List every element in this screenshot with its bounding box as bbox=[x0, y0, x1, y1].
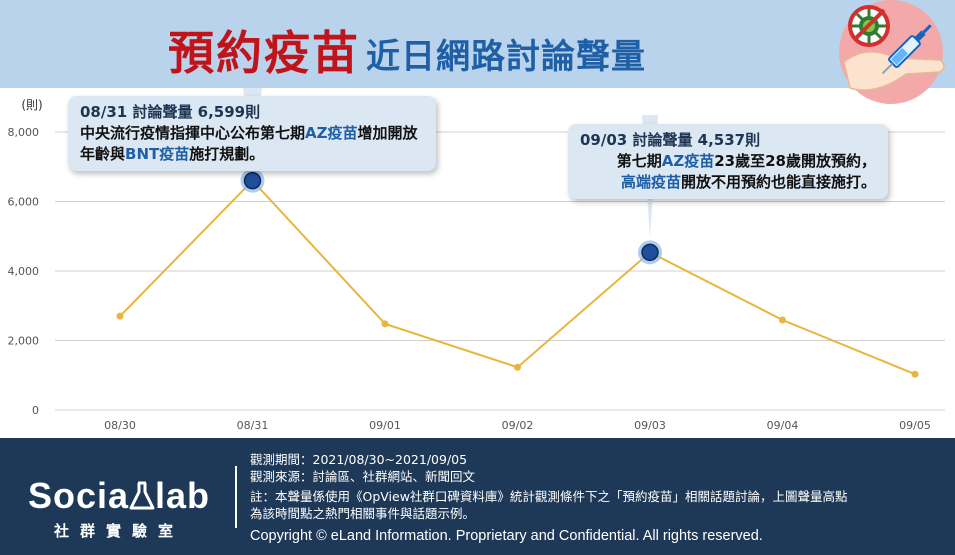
data-point bbox=[514, 363, 521, 371]
footer-divider bbox=[235, 466, 237, 528]
callout-0831-head: 08/31 討論聲量 6,599則 bbox=[80, 103, 261, 121]
brand-name-2: lab bbox=[155, 475, 211, 516]
callout-0831-text-4: BNT疫苗 bbox=[125, 145, 190, 163]
data-point bbox=[911, 370, 919, 378]
copyright: Copyright © eLand Information. Proprieta… bbox=[250, 528, 763, 544]
footer: Socia lab 社群實驗室 觀測期間：2021/08/30~2021/09/0… bbox=[0, 438, 955, 555]
highlight-point bbox=[243, 171, 262, 190]
callout-0903: 09/03 討論聲量 4,537則 第七期AZ疫苗23歲至28歲開放預約， 高端… bbox=[568, 124, 888, 199]
callout-0903-head: 09/03 討論聲量 4,537則 bbox=[580, 131, 761, 149]
observation-period: 觀測期間：2021/08/30~2021/09/05 bbox=[250, 452, 468, 467]
header-banner: 預約疫苗 近日網路討論聲量 bbox=[0, 0, 955, 88]
x-tick-label: 09/04 bbox=[767, 419, 799, 432]
footer-note-2: 為該時間點之熱門相關事件與話題示例。 bbox=[250, 505, 476, 521]
series-line bbox=[119, 179, 916, 376]
x-tick-label: 08/31 bbox=[237, 419, 269, 432]
callout-0903-text-2: AZ疫苗 bbox=[661, 152, 715, 170]
y-tick-label: 4,000 bbox=[8, 265, 40, 278]
callout-0831: 08/31 討論聲量 6,599則 中央流行疫情指揮中心公布第七期AZ疫苗增加開… bbox=[68, 96, 436, 171]
y-tick-label: 2,000 bbox=[8, 335, 40, 348]
callout-0831-text-3: 增加開放年齡與 bbox=[80, 124, 418, 163]
footer-info: 觀測期間：2021/08/30~2021/09/05 觀測來源：討論區、社群網站… bbox=[250, 452, 950, 545]
data-point bbox=[779, 316, 786, 324]
callout-0903-text-4: 高端疫苗 bbox=[620, 173, 681, 191]
callout-0831-body: 中央流行疫情指揮中心公布第七期AZ疫苗增加開放年齡與BNT疫苗施打規劃。 bbox=[80, 123, 424, 165]
callout-0831-text-2: AZ疫苗 bbox=[305, 124, 358, 142]
footer-note-1: 註：本聲量係使用《OpView社群口碑資料庫》統計觀測條件下之「預約疫苗」相關話… bbox=[250, 489, 848, 504]
title-main: 預約疫苗 bbox=[168, 26, 360, 80]
x-tick-label: 09/01 bbox=[369, 419, 401, 432]
callout-0831-text-1: 中央流行疫情指揮中心公布第七期 bbox=[80, 124, 306, 142]
vaccine-badge-icon bbox=[839, 0, 945, 104]
observation-source: 觀測來源：討論區、社群網站、新聞回文 bbox=[250, 468, 476, 484]
callout-0903-line3: 高端疫苗開放不用預約也能直接施打。 bbox=[580, 172, 876, 193]
y-tick-label: 6,000 bbox=[8, 196, 40, 209]
y-axis-label: (則) bbox=[21, 98, 42, 112]
highlight-point bbox=[641, 243, 659, 262]
callout-0831-text-5: 施打規劃。 bbox=[189, 145, 265, 163]
data-point bbox=[116, 312, 124, 320]
flask-icon bbox=[129, 481, 155, 510]
y-tick-label: 8,000 bbox=[8, 126, 40, 139]
callout-0903-text-5: 開放不用預約也能直接施打。 bbox=[680, 173, 876, 191]
brand-logo: Socia lab 社群實驗室 bbox=[14, 478, 224, 541]
data-point bbox=[381, 320, 389, 328]
brand-sub: 社群實驗室 bbox=[53, 522, 184, 540]
page-title: 預約疫苗 近日網路討論聲量 bbox=[168, 10, 646, 76]
callout-0903-line2: 第七期AZ疫苗23歲至28歲開放預約， bbox=[580, 151, 876, 172]
x-tick-label: 09/03 bbox=[634, 419, 666, 432]
title-sub: 近日網路討論聲量 bbox=[366, 37, 646, 77]
x-tick-label: 08/30 bbox=[104, 419, 136, 432]
callout-0903-text-1: 第七期 bbox=[616, 152, 662, 170]
x-tick-label: 09/05 bbox=[899, 419, 931, 432]
brand-name: Socia bbox=[27, 475, 130, 516]
x-tick-label: 09/02 bbox=[502, 419, 534, 432]
y-tick-label: 0 bbox=[32, 404, 39, 417]
callout-0903-text-3: 23歲至28歲開放預約， bbox=[714, 152, 876, 170]
